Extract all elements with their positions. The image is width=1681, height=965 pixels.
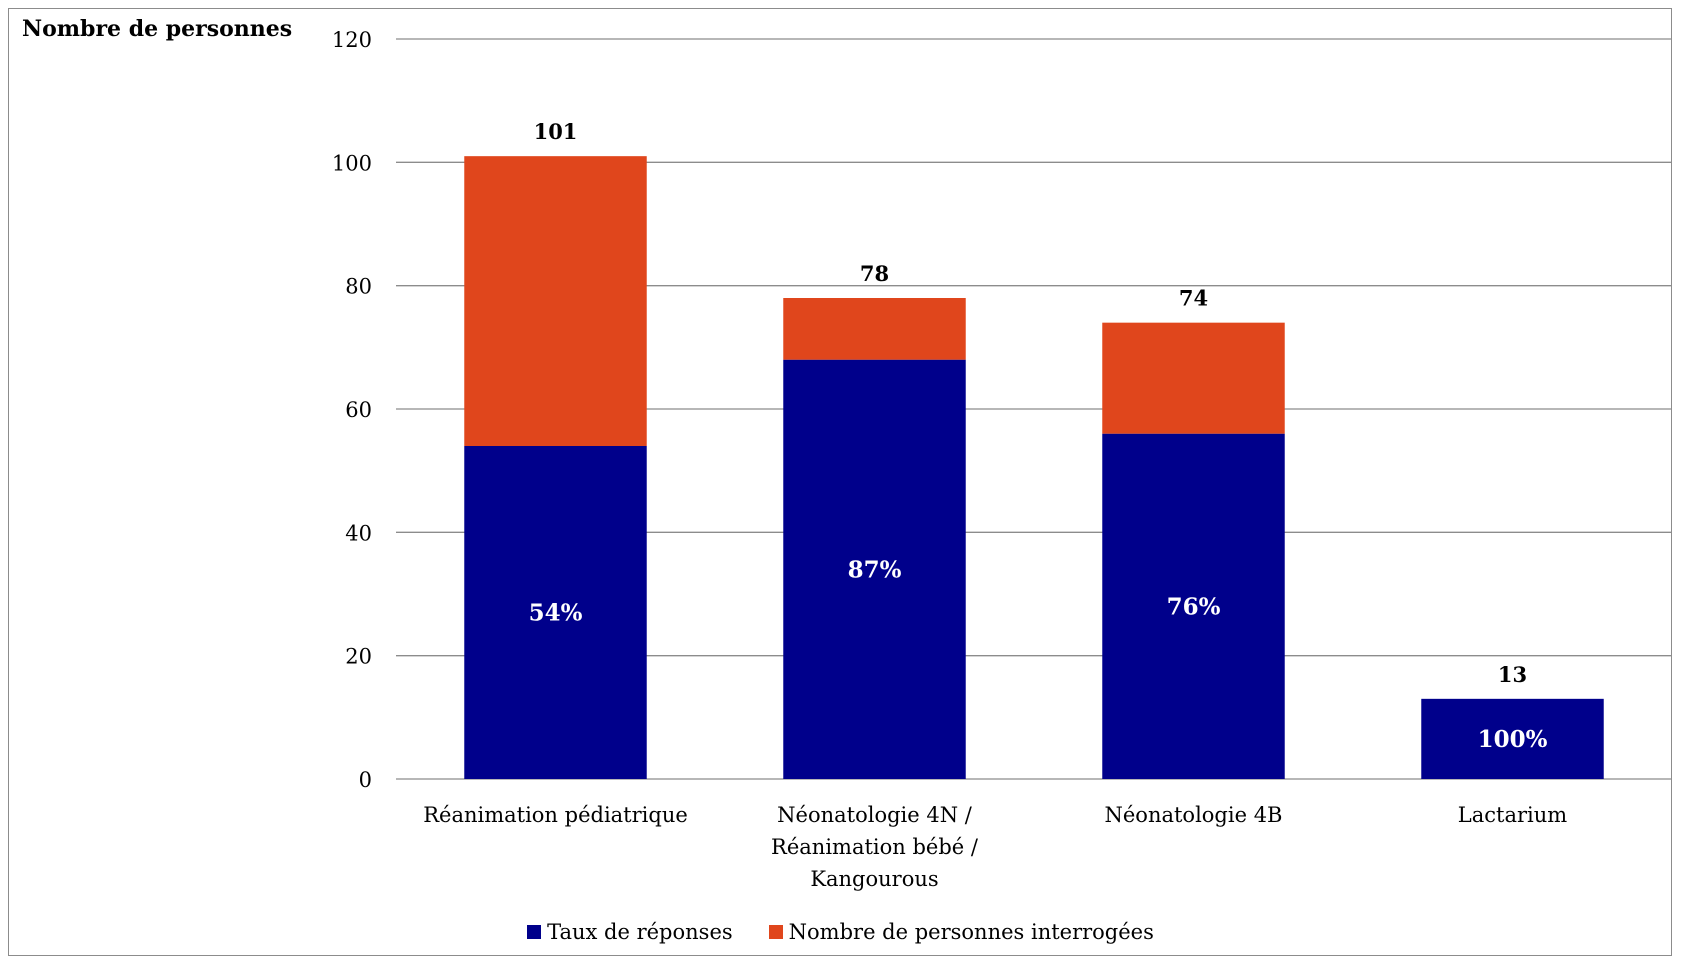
legend-label-interrogees: Nombre de personnes interrogées — [788, 920, 1154, 944]
x-category-label: Réanimation pédiatrique — [423, 803, 688, 827]
y-tick-label: 60 — [345, 398, 372, 422]
y-tick-label: 100 — [332, 151, 372, 175]
y-tick-label: 40 — [345, 521, 372, 545]
response-rate-label: 87% — [848, 556, 902, 583]
y-tick-label: 120 — [332, 28, 372, 52]
x-category-label: Néonatologie 4B — [1105, 803, 1283, 827]
y-tick-label: 0 — [359, 768, 372, 792]
bar-personnes-interrogees — [783, 298, 966, 360]
x-category-label: Néonatologie 4N / Réanimation bébé / Kango… — [771, 803, 979, 891]
bar-taux-de-reponses — [1421, 698, 1604, 779]
bar-taux-de-reponses — [1102, 433, 1285, 779]
data-labels: 101 54% 78 87% 74 76% 13 100% — [529, 119, 1548, 753]
legend-item-interrogees: Nombre de personnes interrogées — [768, 920, 1154, 944]
bars — [464, 156, 1604, 779]
y-axis-title: Nombre de personnes — [22, 16, 293, 42]
response-rate-label: 54% — [529, 600, 583, 627]
total-label: 13 — [1498, 662, 1527, 687]
bar-taux-de-reponses — [464, 446, 647, 779]
legend: Taux de réponses Nombre de personnes int… — [0, 917, 1681, 947]
bar-personnes-interrogees — [464, 156, 647, 446]
bar-personnes-interrogees — [1102, 322, 1285, 434]
y-tick-label: 80 — [345, 275, 372, 299]
y-axis-ticks: 0 20 40 60 80 100 120 — [332, 28, 372, 792]
legend-label-taux: Taux de réponses — [547, 920, 733, 944]
total-label: 101 — [534, 119, 578, 144]
total-label: 74 — [1179, 286, 1208, 311]
legend-swatch-interrogees — [768, 925, 783, 939]
legend-swatch-taux — [527, 925, 542, 939]
bar-taux-de-reponses — [783, 359, 966, 779]
y-tick-label: 20 — [345, 645, 372, 669]
response-rate-label: 100% — [1478, 726, 1548, 753]
x-category-label: Lactarium — [1458, 803, 1567, 827]
legend-item-taux: Taux de réponses — [527, 920, 733, 944]
total-label: 78 — [860, 261, 889, 286]
x-axis-labels: Réanimation pédiatrique Néonatologie 4N /… — [423, 803, 1567, 891]
response-rate-label: 76% — [1167, 593, 1221, 620]
